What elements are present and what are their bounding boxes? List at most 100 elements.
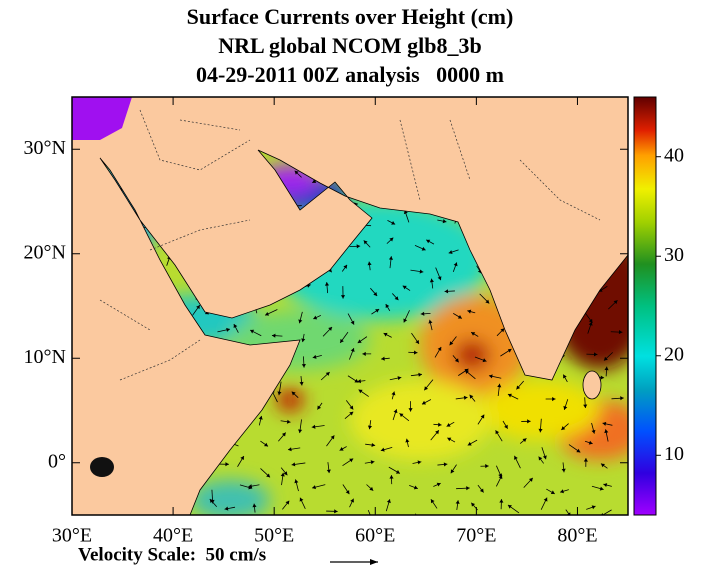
- vector-head: [317, 405, 322, 410]
- vector-head: [438, 422, 442, 427]
- vector-head: [325, 372, 330, 376]
- vector-head: [403, 318, 408, 323]
- vector-head: [499, 499, 504, 503]
- vector-head: [583, 458, 588, 462]
- vector-head: [591, 429, 596, 434]
- vector-head: [479, 488, 484, 493]
- velocity-scale: Velocity Scale: 50 cm/s: [78, 544, 266, 565]
- vector-head: [358, 389, 363, 394]
- vector-head: [240, 456, 244, 461]
- vector-head: [350, 320, 355, 325]
- x-tick-label: 30°E: [52, 525, 92, 547]
- vector-head: [298, 319, 303, 324]
- vector-head: [480, 414, 485, 419]
- vector-head: [604, 366, 609, 371]
- vector-head: [350, 348, 355, 353]
- vector-head: [330, 435, 335, 440]
- vector-head: [391, 220, 396, 225]
- vector-head: [593, 352, 598, 357]
- vector-head: [287, 447, 292, 452]
- vector-head: [357, 339, 362, 344]
- vector-head: [507, 349, 512, 353]
- y-tick-label: 30°N: [24, 137, 66, 159]
- vector-head: [271, 333, 276, 338]
- vector-head: [604, 429, 609, 434]
- vector-head: [485, 299, 490, 304]
- vector-head: [375, 309, 380, 313]
- x-tick-label: 40°E: [153, 525, 193, 547]
- y-tick-label: 0°: [48, 450, 66, 472]
- vector-head: [415, 339, 420, 344]
- vector-head: [363, 240, 368, 245]
- vector-head: [443, 462, 448, 467]
- vector-head: [369, 486, 374, 491]
- vector-head: [603, 483, 608, 488]
- vector-head: [603, 356, 608, 361]
- vector-head: [383, 332, 388, 337]
- vector-head: [266, 473, 271, 478]
- vector-head: [419, 269, 424, 274]
- vector-head: [402, 285, 407, 290]
- vector-head: [576, 448, 581, 453]
- colorbar-tick-label: 20: [664, 343, 684, 365]
- y-tick-label: 20°N: [24, 241, 66, 263]
- vector-head: [418, 372, 422, 377]
- vector-head: [391, 391, 396, 396]
- vector-head: [393, 409, 398, 414]
- vector-head: [291, 391, 296, 396]
- vector-head: [294, 170, 299, 175]
- vector-head: [312, 179, 317, 183]
- vector-head: [394, 296, 399, 301]
- vector-head: [339, 446, 344, 451]
- vector-head: [258, 415, 263, 420]
- vector-head: [283, 471, 288, 476]
- vector-head: [450, 469, 455, 474]
- vector-head: [286, 419, 291, 424]
- vector-head: [367, 425, 372, 430]
- vector-head: [516, 385, 521, 390]
- vector-head: [420, 311, 425, 316]
- vector-head: [454, 358, 459, 363]
- vector-head: [311, 424, 316, 429]
- vector-head: [550, 490, 555, 494]
- vector-head: [367, 261, 372, 266]
- vector-head: [389, 475, 394, 479]
- vector-head: [463, 395, 468, 400]
- vector-head: [340, 295, 346, 299]
- x-tick-label: 50°E: [254, 525, 294, 547]
- vector: [565, 509, 571, 515]
- vector-head: [224, 506, 229, 511]
- vector-head: [437, 276, 442, 281]
- vector-head: [421, 400, 426, 405]
- vector-head: [457, 314, 462, 319]
- vector-head: [250, 329, 255, 334]
- vector-head: [429, 278, 434, 283]
- vector-head: [527, 419, 531, 424]
- vector-head: [430, 499, 435, 504]
- vector-head: [428, 319, 433, 324]
- vector-head: [413, 350, 418, 355]
- vector-head: [362, 351, 366, 356]
- vector-head: [560, 489, 564, 494]
- colorbar: [633, 96, 657, 516]
- title: Surface Currents over Height (cm): [187, 4, 514, 29]
- vector-head: [471, 502, 476, 507]
- vector-head: [563, 405, 568, 410]
- vector-head: [345, 490, 350, 495]
- vector-head: [563, 374, 567, 379]
- vector-head: [467, 441, 472, 446]
- vector-head: [233, 324, 238, 329]
- vector-head: [552, 396, 556, 402]
- vector-head: [357, 379, 361, 384]
- vector-head: [196, 305, 200, 310]
- vector-head: [313, 315, 318, 320]
- vector-head: [380, 447, 385, 452]
- vector-head: [495, 430, 500, 435]
- vector-head: [538, 428, 543, 433]
- vector-head: [471, 332, 476, 336]
- vector-head: [504, 424, 508, 429]
- vector-head: [343, 264, 348, 269]
- vector-head: [514, 455, 518, 460]
- vector-head: [291, 462, 296, 467]
- vector-head: [588, 440, 593, 445]
